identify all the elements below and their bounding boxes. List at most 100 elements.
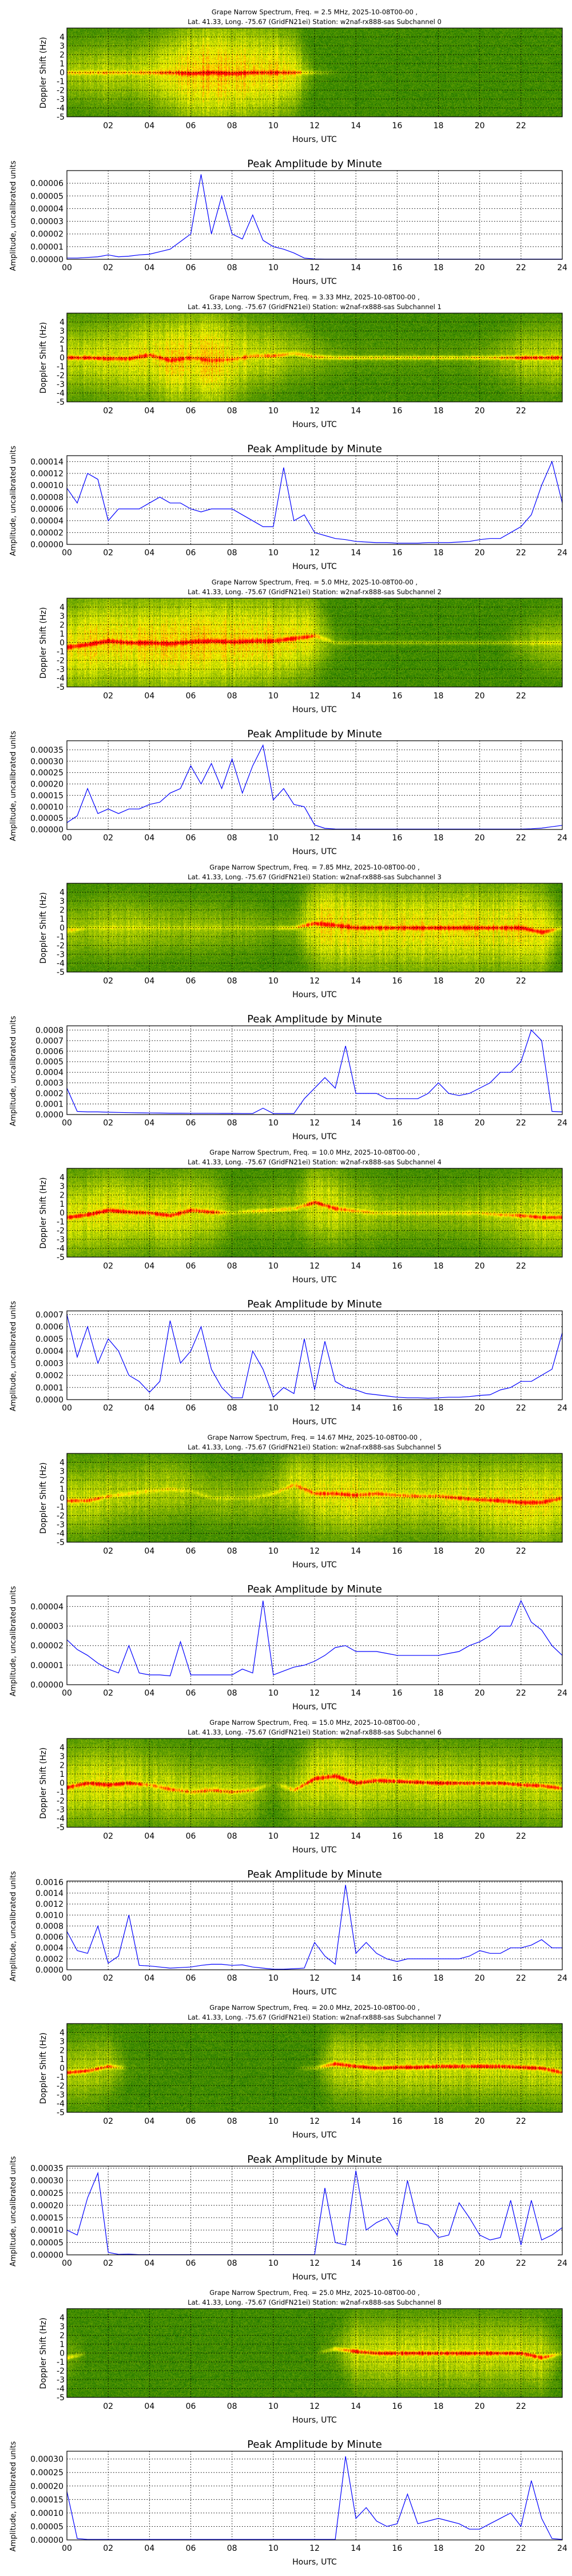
x-tick-label: 10	[268, 1974, 279, 1983]
x-tick-label: 06	[186, 2117, 196, 2126]
x-tick-label: 20	[475, 1404, 485, 1413]
x-axis-label: Hours, UTC	[292, 135, 337, 144]
y-tick-label: 4	[59, 318, 65, 327]
y-tick-label: 0.00000	[30, 1681, 63, 1690]
x-tick-label: 12	[309, 2402, 320, 2411]
channel-panel: Grape Narrow Spectrum, Freq. = 2.5 MHz, …	[0, 0, 572, 286]
amplitude-series-line	[66, 1314, 563, 1399]
x-tick-label: 06	[186, 1547, 196, 1556]
x-tick-label: 18	[434, 548, 444, 558]
line-chart-title: Peak Amplitude by Minute	[247, 1298, 382, 1310]
y-axis-label: Doppler Shift (Hz)	[39, 1463, 48, 1534]
x-tick-label: 22	[516, 1832, 526, 1841]
y-tick-label: -5	[57, 683, 65, 692]
x-tick-label: 18	[434, 121, 444, 131]
x-tick-label: 00	[62, 1119, 72, 1128]
y-tick-label: 0.00005	[30, 814, 63, 823]
y-tick-label: -2	[57, 657, 65, 666]
line-chart-frame	[66, 455, 563, 545]
x-tick-label: 08	[227, 121, 237, 131]
y-tick-label: -5	[57, 968, 65, 977]
x-tick-label: 02	[103, 548, 113, 558]
x-tick-label: 14	[351, 406, 361, 416]
y-tick-label: 0.0005	[35, 1058, 63, 1067]
x-tick-label: 16	[392, 692, 402, 701]
y-tick-label: -5	[57, 1538, 65, 1547]
x-tick-label: 08	[227, 2117, 237, 2126]
x-tick-label: 24	[557, 1689, 567, 1698]
x-axis-label: Hours, UTC	[292, 2131, 337, 2140]
x-tick-label: 12	[309, 2259, 320, 2268]
x-tick-label: 18	[434, 1262, 444, 1271]
line-chart-title: Peak Amplitude by Minute	[247, 1013, 382, 1025]
line-chart-title: Peak Amplitude by Minute	[247, 443, 382, 455]
y-tick-label: 0.00010	[30, 2226, 63, 2235]
y-axis-label: Doppler Shift (Hz)	[39, 322, 48, 394]
amplitude-series-line	[66, 1884, 562, 1970]
x-tick-label: 22	[516, 2402, 526, 2411]
x-tick-label: 08	[227, 977, 237, 986]
x-tick-label: 08	[227, 1832, 237, 1841]
x-tick-label: 14	[351, 1547, 361, 1556]
x-tick-label: 20	[475, 977, 485, 986]
y-tick-label: -2	[57, 1797, 65, 1806]
y-tick-label: 0.0014	[35, 1889, 63, 1898]
y-tick-label: 2	[59, 906, 65, 915]
x-tick-label: 18	[434, 692, 444, 701]
x-tick-label: 10	[268, 1119, 279, 1128]
x-tick-label: 12	[309, 1832, 320, 1841]
amplitude-series-line	[66, 1029, 563, 1114]
y-tick-label: 3	[59, 1182, 65, 1191]
y-tick-label: 0.00020	[30, 780, 63, 789]
x-tick-label: 16	[392, 1262, 402, 1271]
x-tick-label: 06	[186, 1832, 196, 1841]
y-tick-label: 0.00001	[30, 1661, 63, 1670]
y-tick-label: 1	[59, 915, 65, 924]
x-tick-label: 20	[475, 833, 485, 843]
x-tick-label: 16	[392, 406, 402, 416]
line-chart-title: Peak Amplitude by Minute	[247, 158, 382, 170]
x-tick-label: 02	[103, 1832, 113, 1841]
x-axis-label: Hours, UTC	[292, 420, 337, 429]
x-tick-label: 04	[144, 1689, 154, 1698]
y-tick-label: 3	[59, 1467, 65, 1476]
x-tick-label: 22	[516, 1262, 526, 1271]
x-tick-label: 16	[392, 548, 402, 558]
x-tick-label: 14	[351, 121, 361, 131]
x-tick-label: 24	[557, 263, 567, 272]
x-tick-label: 16	[392, 977, 402, 986]
y-tick-label: 0.00015	[30, 2214, 63, 2223]
x-tick-label: 20	[475, 1689, 485, 1698]
x-tick-label: 14	[351, 1404, 361, 1413]
line-chart-title: Peak Amplitude by Minute	[247, 2154, 382, 2166]
chart-overlay: Grape Narrow Spectrum, Freq. = 14.67 MHz…	[9, 1433, 567, 1712]
x-tick-label: 22	[516, 2544, 526, 2553]
y-tick-label: 0.00000	[30, 2536, 63, 2545]
x-tick-label: 02	[103, 406, 113, 416]
x-tick-label: 16	[392, 1832, 402, 1841]
spectrogram-title-line-2: Lat. 41.33, Long. -75.67 (GridFN21ei) St…	[188, 1158, 442, 1166]
x-tick-label: 06	[186, 406, 196, 416]
x-tick-label: 12	[309, 1262, 320, 1271]
x-tick-label: 14	[351, 692, 361, 701]
x-tick-label: 06	[186, 121, 196, 131]
y-tick-label: 2	[59, 2046, 65, 2056]
y-tick-label: 0	[59, 924, 65, 933]
y-axis-label: Amplitude, uncalibrated units	[9, 1016, 18, 1126]
y-tick-label: 0.0001	[35, 1100, 63, 1109]
x-tick-label: 00	[62, 263, 72, 272]
y-tick-label: 0.00035	[30, 2164, 63, 2173]
y-tick-label: 2	[59, 1761, 65, 1771]
x-tick-label: 20	[475, 2402, 485, 2411]
x-tick-label: 04	[144, 833, 154, 843]
y-tick-label: -2	[57, 86, 65, 96]
x-tick-label: 00	[62, 1689, 72, 1698]
x-tick-label: 20	[475, 1262, 485, 1271]
y-tick-label: 0.0007	[35, 1310, 63, 1319]
x-tick-label: 08	[227, 2402, 237, 2411]
x-tick-label: 02	[103, 1547, 113, 1556]
chart-overlay: Grape Narrow Spectrum, Freq. = 5.0 MHz, …	[9, 578, 567, 856]
y-tick-label: 3	[59, 42, 65, 51]
y-axis-label: Doppler Shift (Hz)	[39, 607, 48, 679]
y-tick-label: -1	[57, 77, 65, 86]
